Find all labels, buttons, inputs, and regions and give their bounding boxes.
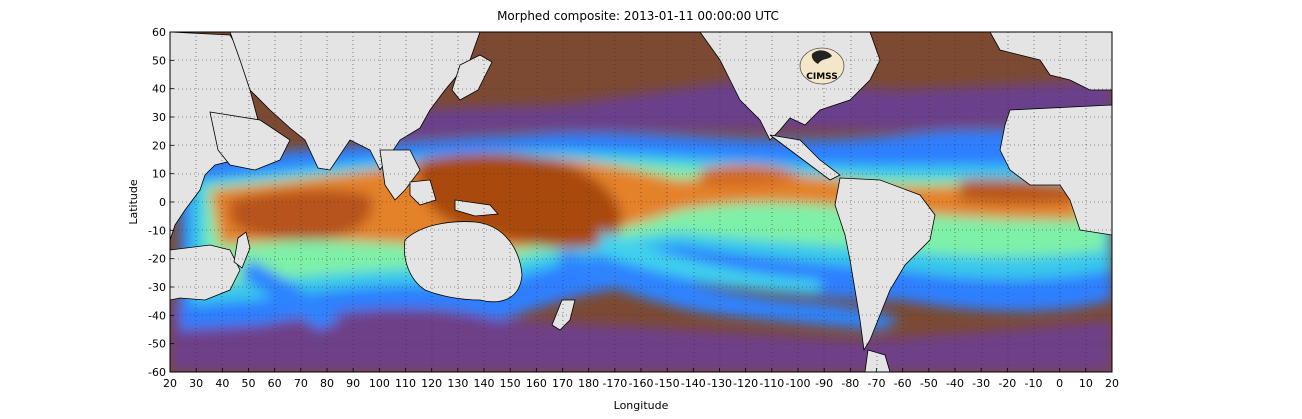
x-tick-label: 110 [395,377,416,390]
x-tick-label: 140 [474,377,495,390]
x-tick-label: 20 [1105,377,1119,390]
map-area: CIMSS [170,32,1112,372]
y-tick-label: -30 [148,281,166,294]
longitude-tick-labels: 20 30 40 50 60 70 80 90 100 110 120 130 140 150 160 170… [163,368,1119,390]
x-tick-label: 90 [346,377,360,390]
x-tick-label: -80 [841,377,859,390]
x-tick-label: 20 [163,377,177,390]
x-tick-label: -40 [946,377,964,390]
latitude-tick-labels: 60 50 40 30 20 10 0 -10 -20 -30 -40 -50 -60 [148,26,174,379]
x-tick-label: 40 [215,377,229,390]
cyan-south-pacific [600,230,820,292]
x-tick-label: -120 [733,377,758,390]
diagonal-band-south-pacific [560,250,900,330]
x-tick-label: 10 [1079,377,1093,390]
y-tick-label: -20 [148,253,166,266]
y-tick-label: 30 [152,111,166,124]
x-tick-label: 120 [421,377,442,390]
x-tick-label: 70 [294,377,308,390]
x-tick-label: -10 [1025,377,1043,390]
south-america-land [834,177,936,352]
x-tick-label: 50 [242,377,256,390]
central-america-land [769,134,841,181]
y-tick-label: 60 [152,26,166,39]
y-tick-label: -40 [148,309,166,322]
borneo-land [409,179,437,206]
cimss-logo: CIMSS [799,47,845,85]
x-tick-label: -150 [655,377,680,390]
greenland-europe-land [989,32,1112,91]
x-tick-label: -130 [707,377,732,390]
x-tick-label: 0 [1056,377,1063,390]
y-axis-label: Latitude [127,179,140,225]
x-tick-label: -140 [681,377,706,390]
logo-wordmark: CIMSS [806,72,837,82]
x-tick-label: -60 [894,377,912,390]
west-australia-moist-tongue [240,260,340,330]
x-tick-label: 60 [268,377,282,390]
x-axis-label: Longitude [614,399,669,412]
lat-lon-grid [170,32,1112,372]
logo-globe-icon [811,50,832,64]
y-tick-label: 20 [152,139,166,152]
x-tick-label: -50 [920,377,938,390]
x-tick-label: -90 [815,377,833,390]
map-title: Morphed composite: 2013-01-11 00:00:00 U… [497,9,779,23]
x-tick-label: -100 [786,377,811,390]
y-tick-label: -50 [148,338,166,351]
x-tick-label: -30 [972,377,990,390]
x-tick-label: -170 [602,377,627,390]
x-tick-label: -70 [868,377,886,390]
x-tick-label: 80 [320,377,334,390]
antarctic-peninsula-land [864,349,891,372]
x-tick-label: 160 [526,377,547,390]
x-tick-label: 100 [369,377,390,390]
y-tick-label: -60 [148,366,166,379]
australia-land [403,221,523,303]
new-zealand-land [551,299,576,331]
x-tick-label: 170 [552,377,573,390]
x-tick-label: 180 [578,377,599,390]
x-tick-label: -110 [759,377,784,390]
x-tick-label: 150 [500,377,521,390]
x-tick-label: -20 [998,377,1016,390]
arabia-land [209,111,291,171]
logo-disc [799,47,845,85]
y-tick-label: -10 [148,224,166,237]
y-tick-label: 40 [152,83,166,96]
wet-core-indian-ocean [230,189,373,241]
y-tick-label: 50 [152,54,166,67]
wet-core-pacific-itcz [700,164,800,187]
y-tick-label: 10 [152,168,166,181]
y-tick-label: 0 [159,196,166,209]
x-tick-label: -160 [629,377,654,390]
asia-land [229,32,481,171]
southeast-asia-land [379,149,421,201]
x-tick-label: 30 [189,377,203,390]
x-tick-label: 130 [447,377,468,390]
